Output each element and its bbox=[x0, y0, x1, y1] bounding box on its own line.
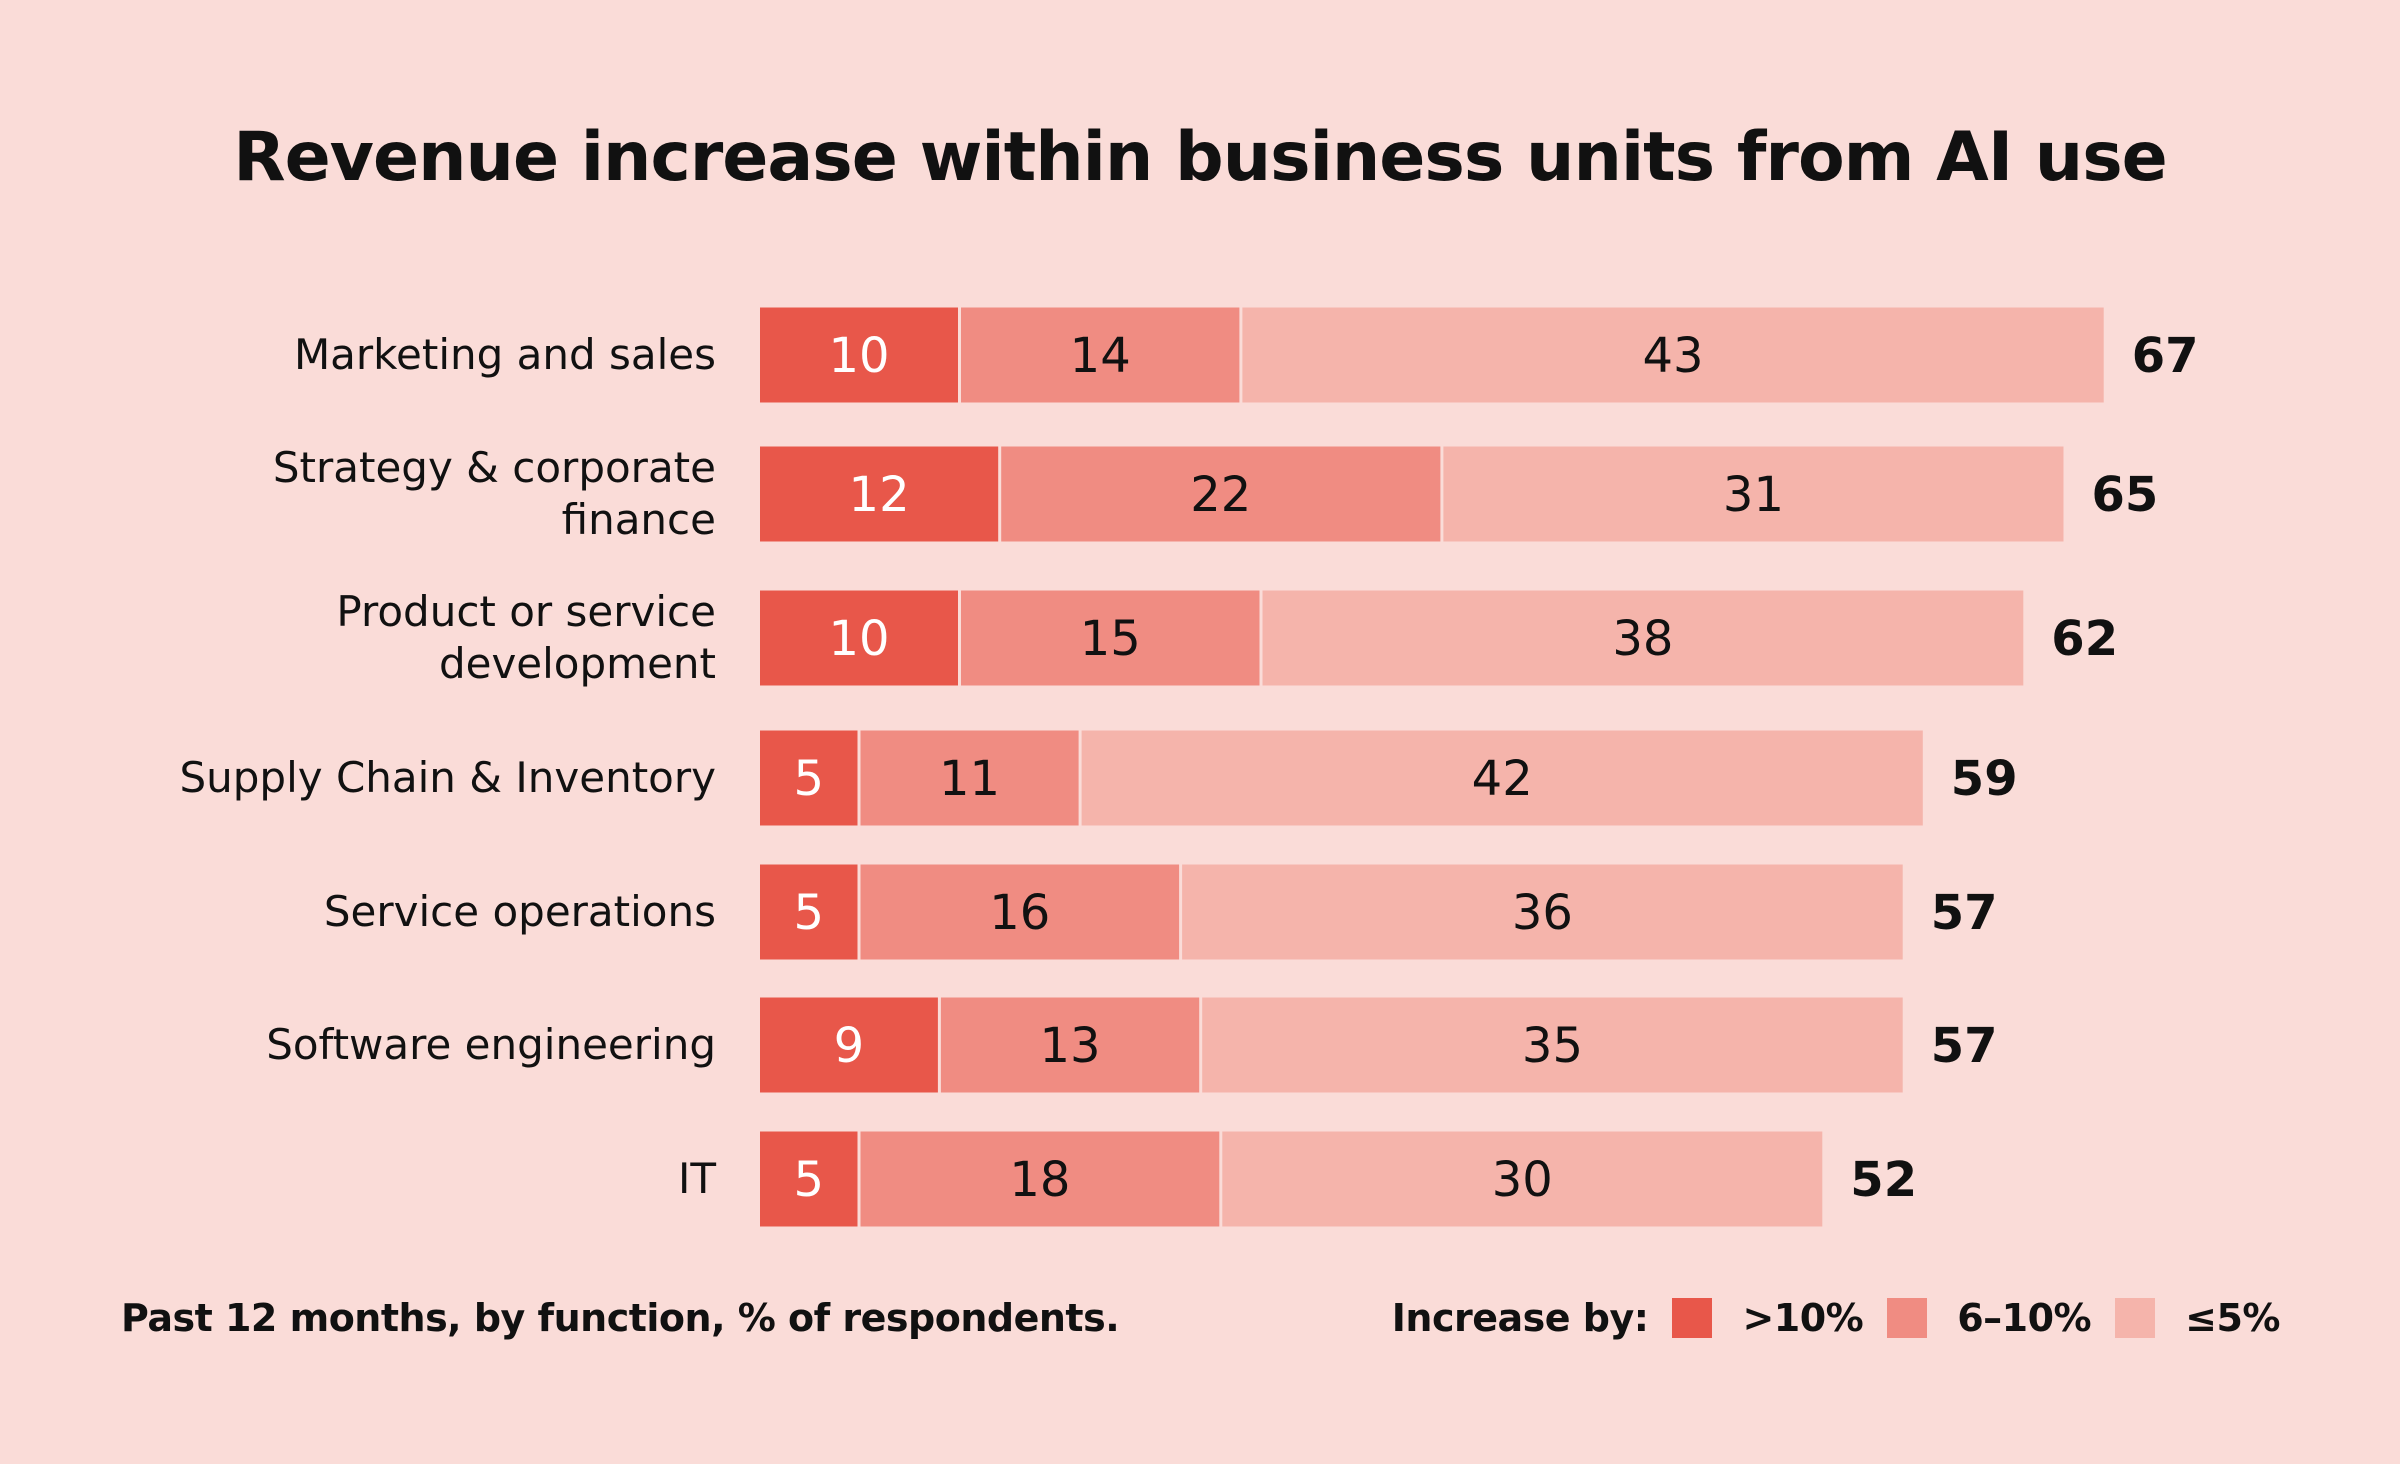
footnote: Past 12 months, by function, % of respon… bbox=[121, 1296, 1120, 1340]
category-label: Supply Chain & Inventory bbox=[179, 753, 716, 802]
category-label: Strategy & corporate bbox=[273, 443, 716, 492]
data-label: 9 bbox=[834, 1018, 865, 1074]
data-label: 22 bbox=[1190, 467, 1251, 523]
total-label: 65 bbox=[2092, 467, 2159, 523]
bar-segment bbox=[1242, 307, 2104, 403]
legend-label: 6–10% bbox=[1957, 1296, 2092, 1340]
legend-item-6-10: 6–10% bbox=[1863, 1296, 2092, 1340]
legend-item-gt10: >10% bbox=[1648, 1296, 1864, 1340]
legend-swatch bbox=[2115, 1298, 2156, 1338]
data-label: 15 bbox=[1080, 611, 1141, 667]
bar-segment bbox=[760, 590, 958, 686]
bar-segment bbox=[1262, 590, 2024, 686]
bar-segment bbox=[1001, 446, 1441, 542]
bar-segment bbox=[860, 864, 1180, 960]
category-label: Product or service bbox=[336, 587, 716, 636]
bar-segment bbox=[760, 730, 858, 826]
data-label: 11 bbox=[939, 751, 1000, 807]
bar-segment bbox=[760, 997, 938, 1093]
legend-title: Increase by: bbox=[1391, 1296, 1649, 1340]
total-label: 57 bbox=[1931, 885, 1998, 941]
data-label: 42 bbox=[1472, 751, 1533, 807]
category-label: Service operations bbox=[324, 887, 716, 936]
data-label: 14 bbox=[1070, 328, 1131, 384]
bar-segment bbox=[860, 1131, 1220, 1227]
legend-label: ≤5% bbox=[2185, 1296, 2280, 1340]
bar-segment bbox=[1081, 730, 1923, 826]
data-label: 30 bbox=[1492, 1152, 1553, 1208]
bar-segment bbox=[760, 864, 858, 960]
data-label: 10 bbox=[828, 328, 889, 384]
bar-segment bbox=[760, 307, 958, 403]
data-label: 12 bbox=[849, 467, 910, 523]
bar-segment bbox=[760, 1131, 858, 1227]
bar-segment bbox=[940, 997, 1200, 1093]
data-label: 10 bbox=[828, 611, 889, 667]
total-label: 52 bbox=[1850, 1152, 1917, 1208]
legend: Increase by: >10% 6–10% ≤5% bbox=[1391, 1296, 2281, 1340]
bar-segment bbox=[1202, 997, 1903, 1093]
data-label: 5 bbox=[793, 885, 824, 941]
data-label: 13 bbox=[1040, 1018, 1101, 1074]
category-label: Software engineering bbox=[266, 1020, 716, 1069]
data-label: 38 bbox=[1612, 611, 1673, 667]
data-label: 36 bbox=[1512, 885, 1573, 941]
bar-segment bbox=[961, 590, 1260, 686]
data-label: 5 bbox=[793, 1152, 824, 1208]
data-label: 5 bbox=[793, 751, 824, 807]
legend-label: >10% bbox=[1742, 1296, 1864, 1340]
total-label: 59 bbox=[1951, 751, 2018, 807]
data-label: 18 bbox=[1009, 1152, 1070, 1208]
total-label: 62 bbox=[2051, 611, 2118, 667]
data-label: 31 bbox=[1723, 467, 1784, 523]
data-label: 43 bbox=[1643, 328, 1704, 384]
legend-item-le5: ≤5% bbox=[2091, 1296, 2280, 1340]
bar-segment bbox=[1182, 864, 1903, 960]
legend-swatch bbox=[1672, 1298, 1713, 1338]
category-label: development bbox=[439, 639, 716, 688]
bar-segment bbox=[760, 446, 999, 542]
category-label: IT bbox=[678, 1154, 716, 1203]
total-label: 57 bbox=[1931, 1018, 1998, 1074]
bar-segment bbox=[961, 307, 1240, 403]
category-label: Marketing and sales bbox=[294, 330, 716, 379]
category-label: finance bbox=[562, 495, 716, 544]
total-label: 67 bbox=[2132, 328, 2199, 384]
bar-segment bbox=[860, 730, 1079, 826]
legend-swatch bbox=[1887, 1298, 1928, 1338]
bar-segment bbox=[1222, 1131, 1823, 1227]
bar-segment bbox=[1443, 446, 2064, 542]
data-label: 35 bbox=[1522, 1018, 1583, 1074]
chart-title: Revenue increase within business units f… bbox=[233, 118, 2168, 197]
data-label: 16 bbox=[989, 885, 1050, 941]
